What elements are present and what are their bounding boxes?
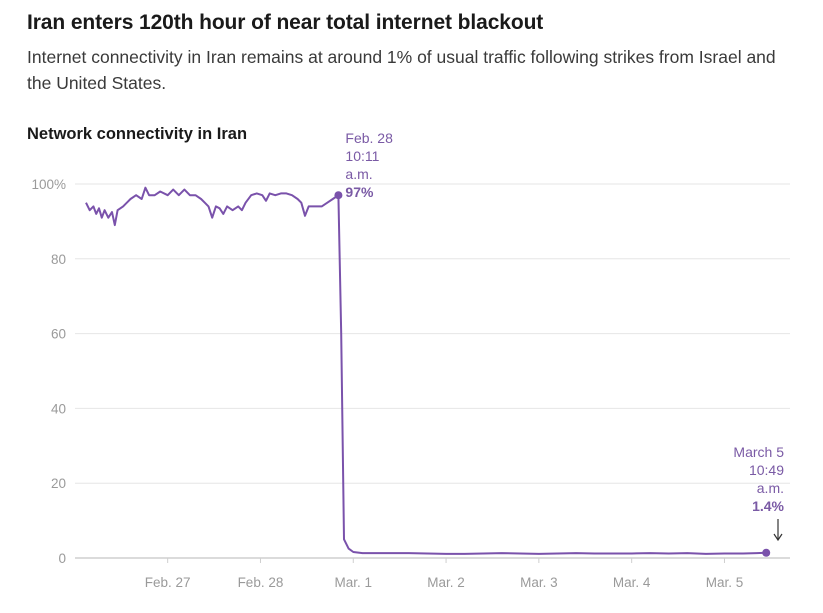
annotations-layer: Feb. 28 10:11 a.m. 97% March 5 10:49 a.m. 1.4% [334,130,785,557]
annotation-text: a.m. [757,480,784,496]
annotation-text: 10:49 [749,462,784,478]
annotation-text: March 5 [733,444,784,460]
x-tick-label: Mar. 2 [427,575,465,590]
subheadline: Internet connectivity in Iran remains at… [27,47,776,93]
x-tick-label: Mar. 3 [520,575,558,590]
headline: Iran enters 120th hour of near total int… [27,11,544,34]
chart-title: Network connectivity in Iran [27,125,248,143]
x-tick-label: Mar. 5 [706,575,744,590]
y-tick-label: 0 [58,551,66,566]
y-tick-label: 100% [31,177,66,192]
y-tick-label: 40 [51,401,66,416]
annotation-dot [334,191,343,200]
annotation-dot [762,548,771,557]
down-arrow-head-icon [773,533,783,542]
y-tick-label: 80 [51,252,66,267]
gridlines [75,183,790,559]
annotation-text: 10:11 [345,148,379,164]
x-tick-label: Feb. 27 [145,575,191,590]
annotation-value: 1.4% [752,498,784,514]
annotation-text: a.m. [345,166,372,182]
y-tick-label: 20 [51,476,66,491]
y-axis-ticks: 0 20 40 60 80 100% [31,177,66,566]
x-tick-label: Mar. 4 [613,575,651,590]
series-layer [85,186,767,555]
annotation-value: 97% [345,184,374,200]
x-axis-ticks: Feb. 27 Feb. 28 Mar. 1 Mar. 2 Mar. 3 Mar. 4 Ma… [145,558,743,590]
y-tick-label: 60 [51,327,66,342]
x-tick-label: Mar. 1 [335,575,373,590]
connectivity-line [85,186,767,555]
x-tick-label: Feb. 28 [238,575,284,590]
annotation-text: Feb. 28 [345,130,393,146]
